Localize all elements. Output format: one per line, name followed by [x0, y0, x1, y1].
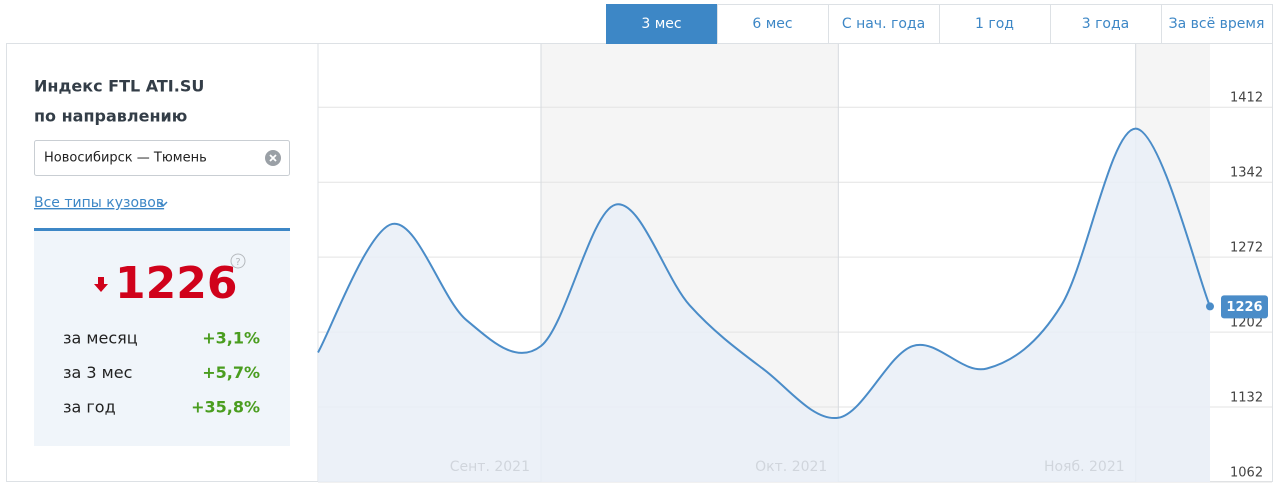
index-box	[34, 229, 290, 446]
tab-label: С нач. года	[842, 16, 925, 32]
body-types-link[interactable]: Все типы кузовов	[34, 195, 164, 211]
y-tick-label: 1202	[1230, 316, 1263, 331]
clear-icon	[269, 154, 277, 162]
stat-label: за 3 мес	[63, 363, 132, 382]
stat-value: +3,1%	[202, 329, 260, 348]
line	[317, 127, 1211, 419]
panel-subtitle: по направлению	[34, 107, 187, 126]
y-tick-label: 1062	[1230, 466, 1263, 481]
area	[318, 128, 1210, 482]
last-badge	[1221, 295, 1268, 319]
tab[interactable]	[1050, 4, 1162, 44]
tab-label: За всё время	[1169, 16, 1265, 32]
tab-label: 1 год	[975, 16, 1014, 32]
help-text: ?	[235, 257, 240, 268]
stat-value: +35,8%	[191, 398, 260, 417]
tab-label: 3 года	[1082, 16, 1130, 32]
panel-title: Индекс FTL ATI.SU	[34, 77, 204, 96]
help-icon[interactable]	[230, 253, 246, 269]
chevron	[158, 201, 168, 208]
route-input[interactable]	[34, 140, 290, 176]
current-index: 1226	[115, 258, 237, 309]
tab[interactable]	[939, 4, 1051, 44]
down-arrow	[94, 277, 108, 292]
stat-value: +5,7%	[202, 363, 260, 382]
y-tick-label: 1132	[1230, 391, 1263, 406]
tab-label: 6 мес	[752, 16, 792, 32]
index-box-line	[34, 228, 290, 231]
route-text: Новосибирск — Тюмень	[44, 151, 207, 166]
y-tick-label: 1342	[1230, 166, 1263, 181]
y-tick-label: 1412	[1230, 91, 1263, 106]
stat-label: за месяц	[63, 329, 138, 348]
y-tick-label: 1272	[1230, 241, 1263, 256]
stat-label: за год	[63, 398, 116, 417]
tab-label: 3 мес	[641, 16, 681, 32]
tab[interactable]	[1161, 4, 1273, 44]
last-value-label: 1226	[1226, 300, 1262, 315]
last-point	[1206, 302, 1214, 311]
